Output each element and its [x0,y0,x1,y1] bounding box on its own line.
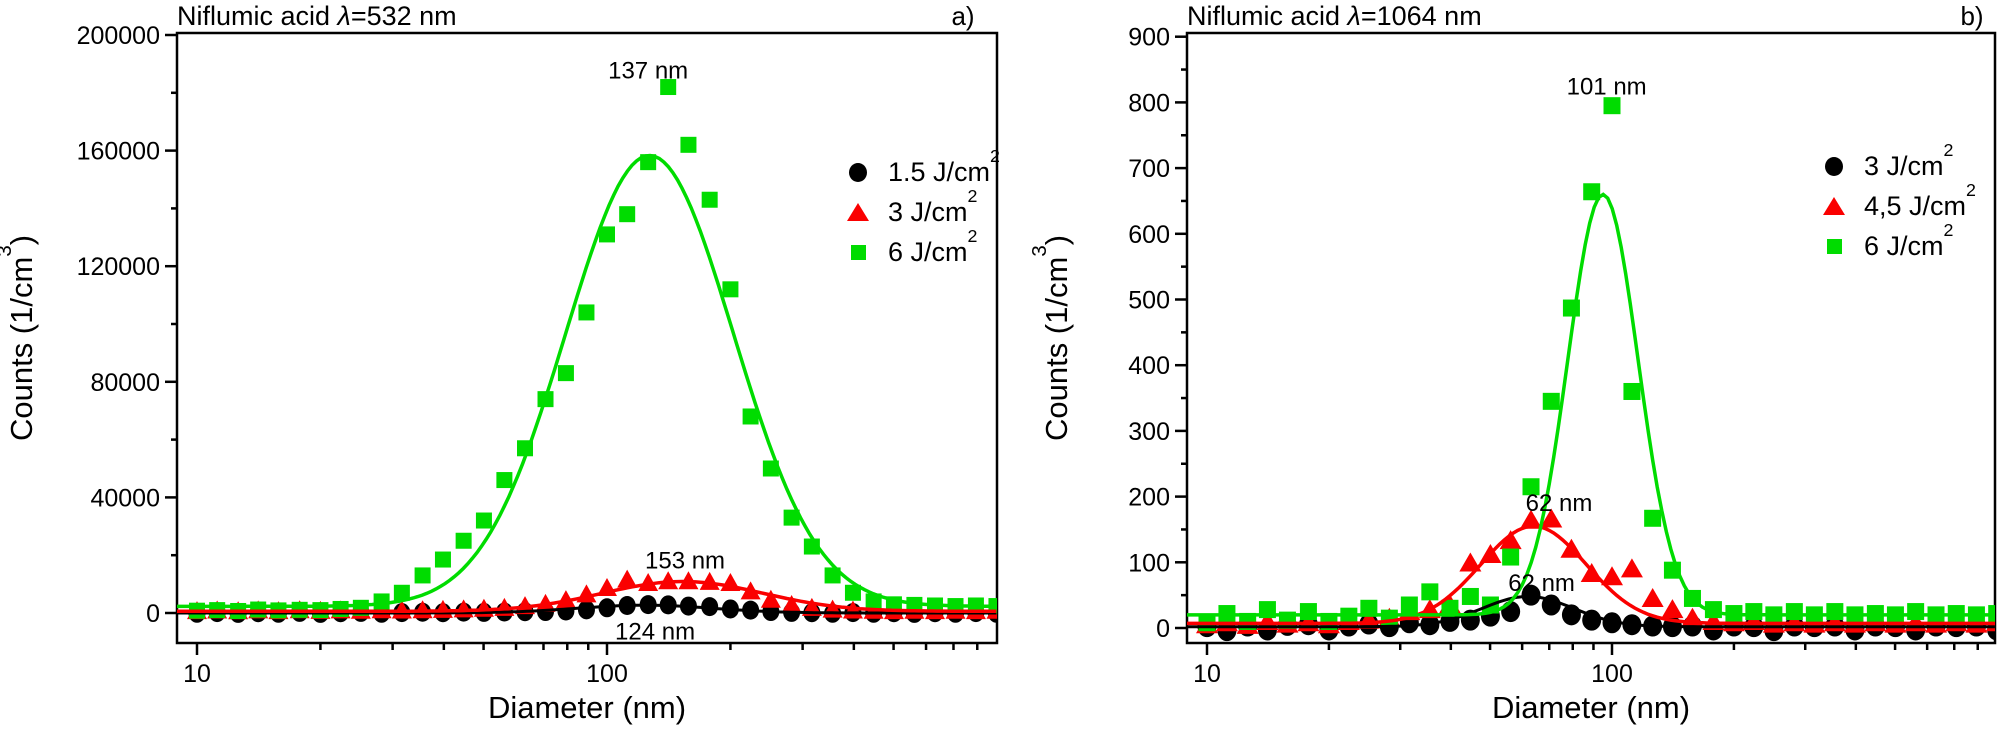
x-tick-label: 10 [1193,660,1221,688]
square-marker-icon [850,244,866,260]
legend-item: 6 J/cm2 [840,226,1000,272]
fit-curve [1187,192,1995,617]
chart-b-y-axis-label: Counts (1/cm3) [1028,234,1074,442]
chart-b-panel-label: b) [1960,1,1984,31]
peak-annotation: 62 nm [1526,490,1593,517]
y-tick-label: 100 [1128,549,1170,577]
y-tick-label: 0 [1156,615,1170,643]
y-tick-label: 80000 [90,369,160,397]
y-tick-label: 200 [1128,484,1170,512]
triangle-marker-icon [847,203,869,221]
triangle-marker-icon [1823,197,1845,215]
legend-label: 1.5 J/cm2 [888,146,1000,187]
y-tick-label: 600 [1128,221,1170,249]
chart-b-title: Niflumic acid λ=1064 nm [1187,1,1482,31]
fit-curves [1187,192,1995,629]
legend-label: 4,5 J/cm2 [1864,180,1976,221]
fit-curves [177,153,997,615]
chart-panel-b: 0 100 200 300 400 500 600 700 800 900 10 100 101 nm 6… [1128,24,1997,688]
chart-a-y-axis-label: Counts (1/cm3) [0,234,39,442]
chart-a-legend: 1.5 J/cm2 3 J/cm2 6 J/cm2 [840,146,1000,272]
fit-curve [177,153,997,609]
fit-curve [177,579,997,614]
peak-annotation: 137 nm [608,58,688,85]
tick-labels: 0 100 200 300 400 500 600 700 800 900 10 100 [1128,24,1633,688]
square-marker-icon [1826,238,1842,254]
legend-item: 3 J/cm2 [1816,140,1976,186]
fit-curve [1187,524,1995,626]
legend-label: 3 J/cm2 [888,186,978,227]
plot-frame [175,31,999,645]
y-tick-label: 40000 [90,484,160,512]
y-tick-label: 500 [1128,287,1170,315]
legend-item: 4,5 J/cm2 [1816,180,1976,226]
y-tick-label: 0 [146,600,160,628]
chart-a-x-axis-label: Diameter (nm) [487,690,687,725]
y-tick-label: 900 [1128,24,1170,52]
y-tick-label: 300 [1128,418,1170,446]
fit-curve [1187,595,1995,629]
y-tick-label: 160000 [77,138,160,166]
peak-annotation: 124 nm [615,618,695,645]
legend-item: 1.5 J/cm2 [840,146,1000,192]
legend-label: 6 J/cm2 [888,226,978,267]
y-tick-label: 120000 [77,253,160,281]
y-tick-label: 200000 [77,22,160,50]
y-tick-label: 800 [1128,89,1170,117]
chart-b-legend: 3 J/cm2 4,5 J/cm2 6 J/cm2 [1816,140,1976,266]
peak-annotation: 62 nm [1508,570,1575,597]
legend-label: 3 J/cm2 [1864,140,1954,181]
circle-marker-icon [1825,156,1843,176]
plot-frame [1185,31,1997,645]
x-tick-label: 100 [586,660,628,688]
tick-labels: 0 40000 80000 120000 160000 200000 10 100 [77,22,628,688]
circle-marker-icon [849,162,867,182]
chart-b-x-axis-label: Diameter (nm) [1491,690,1691,725]
legend-item: 3 J/cm2 [840,186,1000,232]
chart-panel-a: 0 40000 80000 120000 160000 200000 10 100 137 nm… [77,22,999,688]
peak-annotations: 137 nm 153 nm 124 nm [608,58,725,646]
y-tick-label: 700 [1128,155,1170,183]
x-tick-label: 100 [1591,660,1633,688]
legend-label: 6 J/cm2 [1864,220,1954,261]
axis-ticks [165,33,979,655]
legend-item: 6 J/cm2 [1816,220,1976,266]
axis-ticks [1175,35,1980,655]
peak-annotation: 153 nm [645,548,725,575]
chart-a-panel-label: a) [951,1,975,31]
y-tick-label: 400 [1128,352,1170,380]
peak-annotations: 101 nm 62 nm 62 nm [1508,73,1646,597]
peak-annotation: 101 nm [1567,73,1647,100]
chart-a-title: Niflumic acid λ=532 nm [177,1,457,31]
x-tick-label: 10 [183,660,211,688]
